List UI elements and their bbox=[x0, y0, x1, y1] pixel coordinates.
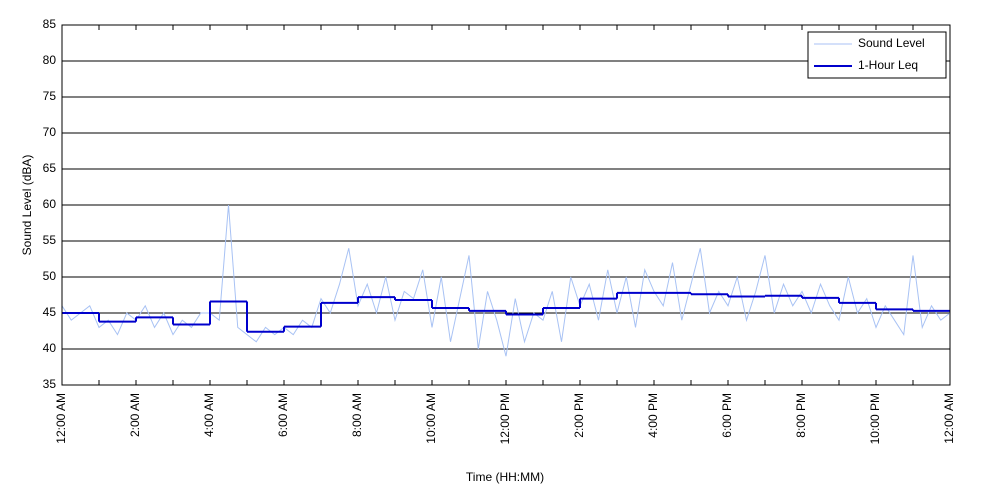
y-tick-label: 60 bbox=[43, 197, 57, 211]
x-tick-label: 2:00 PM bbox=[572, 393, 586, 438]
x-tick-label: 2:00 AM bbox=[128, 393, 142, 437]
x-tick-label: 10:00 AM bbox=[424, 393, 438, 444]
x-tick-label: 12:00 AM bbox=[54, 393, 68, 444]
y-tick-label: 80 bbox=[43, 53, 57, 67]
y-tick-label: 40 bbox=[43, 341, 57, 355]
y-tick-label: 35 bbox=[43, 377, 57, 391]
x-tick-label: 8:00 PM bbox=[794, 393, 808, 438]
legend-label: 1-Hour Leq bbox=[858, 58, 918, 72]
y-tick-label: 50 bbox=[43, 269, 57, 283]
y-tick-label: 65 bbox=[43, 161, 57, 175]
x-tick-label: 10:00 PM bbox=[868, 393, 882, 444]
x-axis-label: Time (HH:MM) bbox=[466, 470, 544, 484]
y-tick-label: 75 bbox=[43, 89, 57, 103]
x-tick-label: 8:00 AM bbox=[350, 393, 364, 437]
x-tick-label: 6:00 PM bbox=[720, 393, 734, 438]
x-tick-label: 12:00 AM bbox=[942, 393, 956, 444]
legend-label: Sound Level bbox=[858, 36, 925, 50]
x-tick-label: 4:00 AM bbox=[202, 393, 216, 437]
plot-frame bbox=[61, 24, 951, 386]
y-axis-label: Sound Level (dBA) bbox=[20, 155, 34, 256]
y-tick-label: 55 bbox=[43, 233, 57, 247]
y-tick-label: 70 bbox=[43, 125, 57, 139]
legend-box bbox=[807, 31, 947, 79]
y-tick-label: 45 bbox=[43, 305, 57, 319]
x-tick-label: 4:00 PM bbox=[646, 393, 660, 438]
x-tick-label: 12:00 PM bbox=[498, 393, 512, 444]
x-tick-label: 6:00 AM bbox=[276, 393, 290, 437]
y-tick-label: 85 bbox=[43, 17, 57, 31]
